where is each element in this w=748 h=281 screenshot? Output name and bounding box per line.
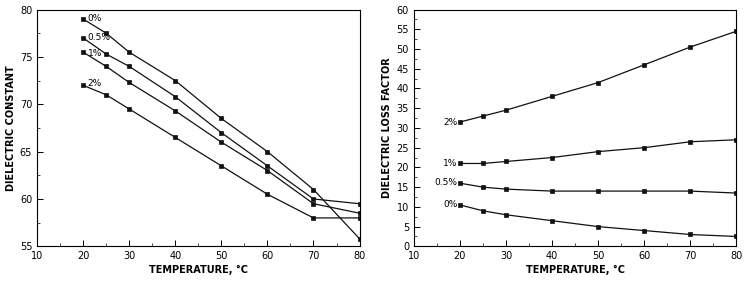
Text: 1%: 1% — [444, 159, 458, 168]
Text: 0%: 0% — [88, 13, 102, 22]
Text: 2%: 2% — [444, 117, 458, 126]
Text: 1%: 1% — [88, 49, 102, 58]
Y-axis label: DIELECTRIC CONSTANT: DIELECTRIC CONSTANT — [5, 65, 16, 191]
Y-axis label: DIELECTRIC LOSS FACTOR: DIELECTRIC LOSS FACTOR — [382, 58, 393, 198]
Text: 2%: 2% — [88, 79, 102, 88]
Text: 0%: 0% — [444, 200, 458, 209]
Text: 0.5%: 0.5% — [435, 178, 458, 187]
X-axis label: TEMPERATURE, °C: TEMPERATURE, °C — [526, 265, 625, 275]
Text: 0.5%: 0.5% — [88, 33, 111, 42]
X-axis label: TEMPERATURE, °C: TEMPERATURE, °C — [149, 265, 248, 275]
